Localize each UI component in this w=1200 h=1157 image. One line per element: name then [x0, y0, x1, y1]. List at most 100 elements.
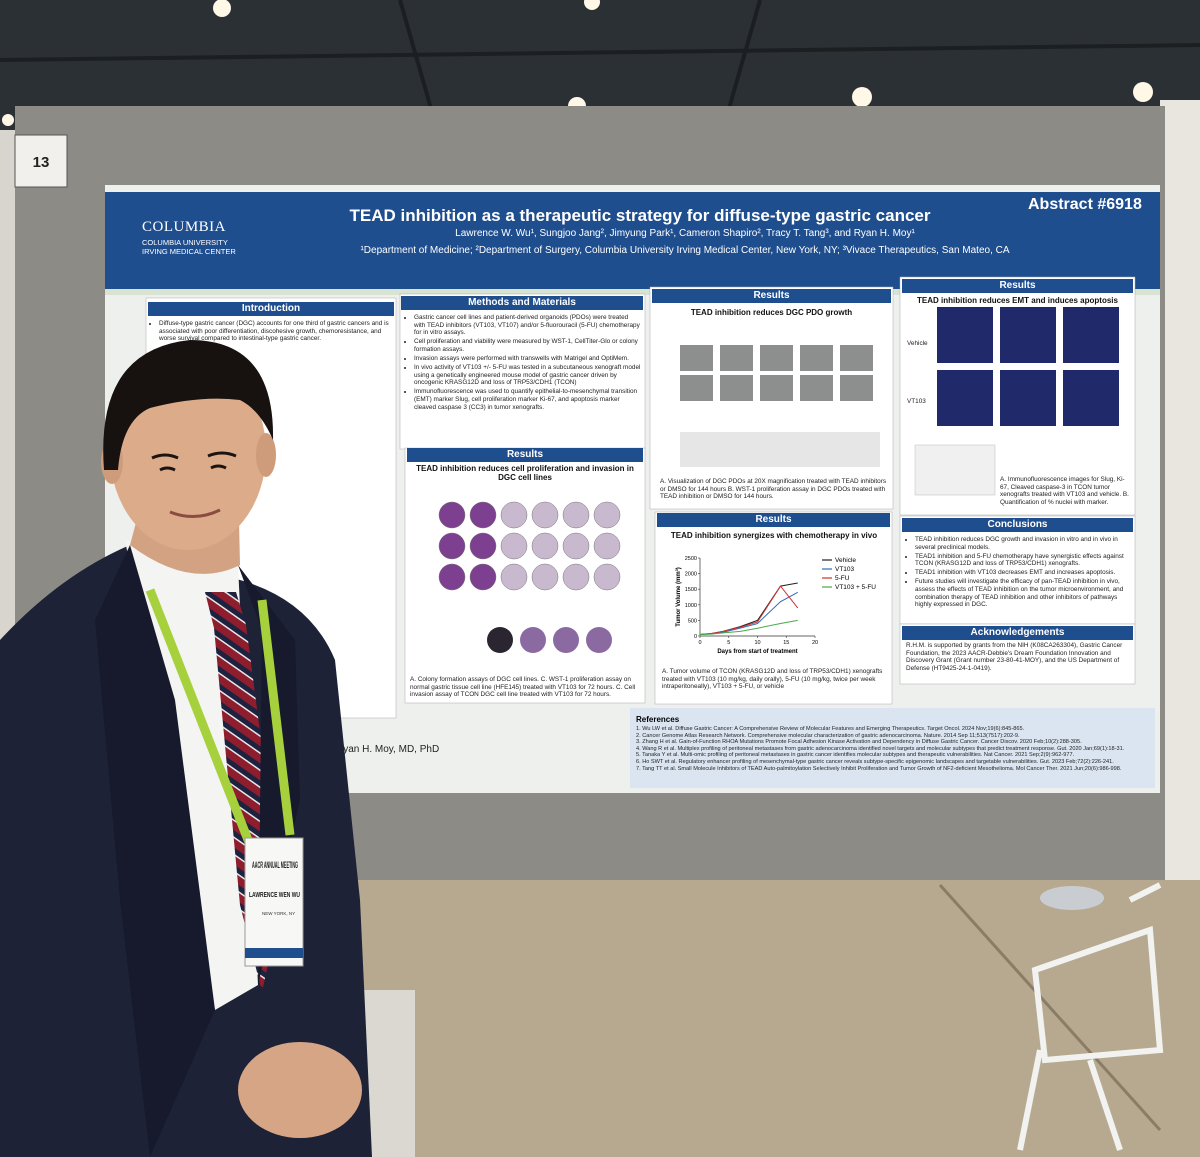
well-image	[500, 532, 528, 560]
x-tick-label: 15	[783, 640, 789, 646]
y-tick-label: 2000	[685, 572, 697, 578]
well-image	[553, 627, 579, 653]
bullet: TEAD inhibition reduces DGC growth and i…	[915, 536, 1132, 551]
bullet: Invasion assays were performed with tran…	[414, 355, 641, 363]
well-image	[438, 532, 466, 560]
affiliations: ¹Department of Medicine; ²Department of …	[360, 245, 1010, 256]
y-tick-label: 500	[688, 618, 697, 624]
bullet: Immunofluorescence was used to quantify …	[414, 388, 641, 411]
well-image	[438, 563, 466, 591]
legend-label: VT103 + 5-FU	[835, 584, 876, 591]
methods-text: Gastric cancer cell lines and patient-de…	[405, 314, 641, 413]
badge-name: LAWRENCE WEN WU	[249, 892, 300, 899]
section-heading: Results	[657, 513, 890, 527]
bullet: Future studies will investigate the effi…	[915, 578, 1132, 608]
booth-number: 13	[33, 154, 50, 171]
well-image	[438, 501, 466, 529]
figure-caption: A. Visualization of DGC PDOs at 20X magn…	[660, 478, 887, 501]
section-heading: Results	[407, 448, 643, 462]
y-tick-label: 2500	[685, 556, 697, 562]
y-tick-label: 1000	[685, 603, 697, 609]
if-image	[1063, 370, 1119, 426]
organoid-image	[680, 345, 713, 371]
well-image	[531, 501, 559, 529]
organoid-image	[840, 375, 873, 401]
x-tick-label: 20	[812, 640, 818, 646]
organoid-image	[720, 345, 753, 371]
reference: 1. Wu LW et al. Diffuse Gastric Cancer: …	[636, 726, 1025, 732]
logo: COLUMBIA	[142, 219, 227, 235]
figure-caption: A. Immunofluorescence images for Slug, K…	[1000, 476, 1129, 506]
if-image	[1063, 307, 1119, 363]
authors: Lawrence W. Wu¹, Sungjoo Jang², Jimyung …	[455, 228, 915, 239]
legend-label: VT103	[835, 566, 855, 573]
reference: 2. Cancer Genome Atlas Research Network.…	[636, 732, 1020, 739]
bar-panel	[914, 444, 996, 496]
chair	[1017, 882, 1164, 1151]
bullet-list: Gastric cancer cell lines and patient-de…	[405, 314, 641, 411]
well-image	[562, 563, 590, 591]
well-image	[562, 532, 590, 560]
logo-line: IRVING MEDICAL CENTER	[142, 247, 236, 256]
x-tick-label: 5	[727, 640, 730, 646]
x-tick-label: 0	[698, 640, 701, 646]
reference: 3. Zhang H et al. Gain-of-Function RHOA …	[636, 739, 1082, 746]
bullet: Diffuse-type gastric cancer (DGC) accoun…	[159, 320, 390, 343]
well-image	[593, 563, 621, 591]
organoid-image	[840, 345, 873, 371]
legend-label: 5-FU	[835, 575, 850, 582]
organoid-image	[800, 375, 833, 401]
references-heading: References	[636, 715, 680, 724]
bar-panel	[680, 432, 880, 467]
if-image	[937, 370, 993, 426]
if-image	[1000, 307, 1056, 363]
section-heading: Methods and Materials	[401, 296, 643, 310]
figure-caption: A. Colony formation assays of DGC cell l…	[410, 676, 636, 699]
bullet: Gastric cancer cell lines and patient-de…	[414, 314, 641, 337]
acknowledgements-text: R.H.M. is supported by grants from the N…	[906, 642, 1123, 672]
bullet: Cell proliferation and viability were me…	[414, 338, 641, 353]
poster-title: TEAD inhibition as a therapeutic strateg…	[349, 206, 931, 225]
if-image	[1000, 370, 1056, 426]
figure-title: TEAD inhibition reduces EMT and induces …	[917, 296, 1118, 305]
well-image	[562, 501, 590, 529]
bullet-list: TEAD inhibition reduces DGC growth and i…	[906, 536, 1132, 609]
section-heading: Introduction	[148, 302, 394, 316]
badge-location: NEW YORK, NY	[262, 911, 295, 916]
row-label: VT103	[907, 398, 926, 405]
well-image	[469, 532, 497, 560]
section-heading: Results	[652, 289, 891, 303]
section-heading: Conclusions	[902, 518, 1133, 532]
reference: 6. Ho SWT et al. Regulatory enhancer pro…	[636, 758, 1114, 765]
well-image	[469, 563, 497, 591]
y-axis-label: Tumor Volume (mm³)	[675, 567, 682, 626]
series-line	[699, 585, 799, 635]
well-image	[593, 501, 621, 529]
organoid-image	[680, 375, 713, 401]
introduction-text: Diffuse-type gastric cancer (DGC) accoun…	[150, 320, 390, 344]
section-heading: Results	[902, 279, 1133, 293]
abstract-number: Abstract #6918	[1028, 196, 1142, 213]
figure-title: TEAD inhibition reduces cell proliferati…	[416, 464, 634, 482]
references-list: 1. Wu LW et al. Diffuse Gastric Cancer: …	[636, 726, 1151, 772]
badge-event: AACR ANNUAL MEETING	[252, 860, 298, 870]
well-image	[500, 563, 528, 591]
contact-name: Ryan H. Moy, MD, PhD	[336, 744, 440, 755]
well-image	[487, 627, 513, 653]
organoid-image	[760, 375, 793, 401]
bullet: In vivo activity of VT103 +/- 5-FU was t…	[414, 364, 641, 387]
well-image	[520, 627, 546, 653]
figure-title: TEAD inhibition synergizes with chemothe…	[670, 531, 878, 540]
if-image	[937, 307, 993, 363]
bullet: TEAD1 inhibition with VT103 decreases EM…	[915, 569, 1132, 577]
reference: 4. Wang R et al. Multiplex profiling of …	[636, 745, 1125, 752]
well-image	[593, 532, 621, 560]
reference: 5. Tanaka Y et al. Multi-omic profiling …	[636, 752, 1075, 759]
y-tick-label: 0	[694, 634, 697, 640]
bullet-list: Diffuse-type gastric cancer (DGC) accoun…	[150, 320, 390, 343]
row-label: Vehicle	[907, 340, 928, 347]
x-tick-label: 10	[754, 640, 760, 646]
logo-line: COLUMBIA UNIVERSITY	[142, 238, 228, 247]
